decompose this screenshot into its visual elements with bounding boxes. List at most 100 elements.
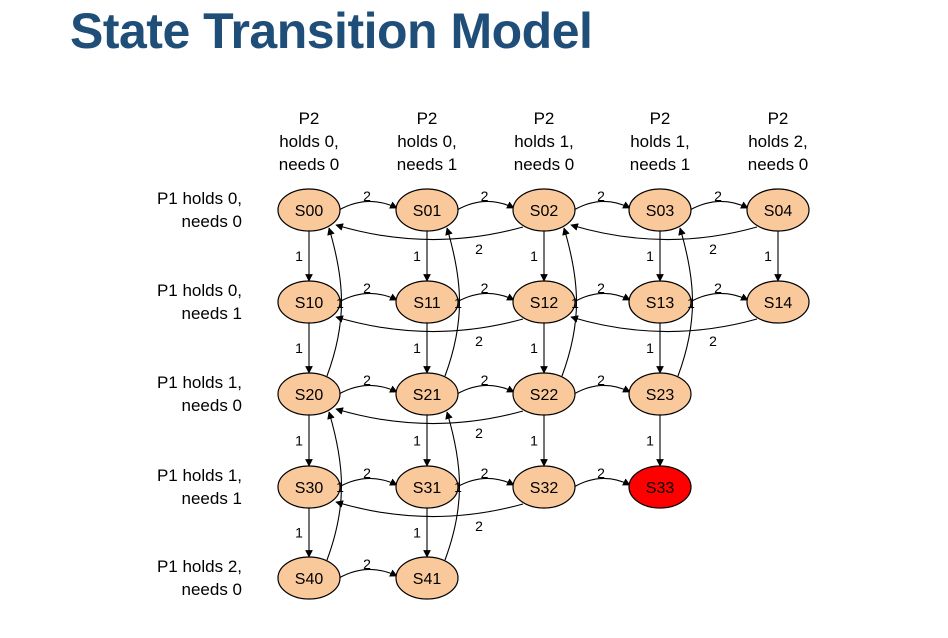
state-label-s04: S04 [764,203,793,220]
edge-label-S02-S03: 2 [597,188,605,204]
edge-S13-S14 [689,292,749,303]
edge-label-S12-S13: 2 [597,280,605,296]
edge-label-S32-S30: 2 [475,518,483,534]
edge-S04-S02 [570,223,758,241]
edge-S00-S01 [338,200,398,211]
edge-S21-S01 [444,227,460,377]
state-label-s14: S14 [764,295,793,312]
edge-S02-S00 [335,223,524,241]
edge-label-S22-S23: 2 [597,372,605,388]
edge-S03-S04 [689,200,749,211]
state-label-s31: S31 [413,480,442,497]
edge-label-S00-S10: 1 [295,248,303,264]
row-header-1-line-1: needs 1 [182,304,243,323]
state-ellipse-s02 [512,188,576,232]
column-header-1-line-0: P2 [417,109,438,128]
edge-label-S11-S21: 1 [413,340,421,356]
edge-S20-S21 [338,384,398,395]
edge-label-S20-S21: 2 [363,372,371,388]
edge-S40-S20 [326,411,342,561]
state-label-s23: S23 [646,387,675,404]
state-node-s11: S11 [395,280,459,324]
state-ellipse-s21 [395,372,459,416]
state-ellipse-s33 [628,465,692,509]
edge-label-S22-S20: 2 [475,425,483,441]
state-node-s32: S32 [512,465,576,509]
row-header-4-line-0: P1 holds 2, [157,557,242,576]
edge-S20-S00 [326,227,342,377]
state-node-s21: S21 [395,372,459,416]
state-node-s20: S20 [277,372,341,416]
row-header-2-line-0: P1 holds 1, [157,373,242,392]
state-label-s11: S11 [413,295,440,312]
edge-label-S40-S41: 2 [363,556,371,572]
state-label-s41: S41 [413,571,442,588]
state-ellipse-s10 [277,280,341,324]
state-ellipse-s14 [746,280,810,324]
state-label-s00: S00 [295,203,324,220]
edges-layer [305,200,782,579]
state-node-s10: S10 [277,280,341,324]
state-node-s02: S02 [512,188,576,232]
state-node-s22: S22 [512,372,576,416]
state-ellipse-s01 [395,188,459,232]
state-ellipse-s03 [628,188,692,232]
edge-label-S13-S23: 1 [646,340,654,356]
state-label-s33: S33 [646,480,675,497]
row-header-2-line-1: needs 0 [182,396,243,415]
edge-S40-S41 [338,568,398,579]
state-ellipse-s22 [512,372,576,416]
edge-label-S22-S32: 1 [530,433,538,449]
column-header-1-line-2: needs 1 [397,155,458,174]
edge-S11-S12 [456,292,515,303]
edge-labels-layer: 2 2 2 2 2 2 2 2 2 2 2 2 2 2 2 2 2 2 2 2 2 1 1 1 1 1 1 1 1 1 1 1 1 1 1 1 1 1 1 1… [295,188,772,572]
state-ellipse-s20 [277,372,341,416]
state-label-s40: S40 [295,571,324,588]
row-header-3-line-1: needs 1 [182,489,243,508]
column-header-4-line-1: holds 2, [748,132,808,151]
edge-label-S12-S22: 1 [530,340,538,356]
state-node-s00: S00 [277,188,341,232]
edge-label-S20-S30: 1 [295,433,303,449]
edge-S01-S02 [456,200,515,211]
edge-label-S10-S11: 2 [363,280,371,296]
column-header-3-line-2: needs 1 [630,155,691,174]
edge-label-S12-S10: 2 [475,333,483,349]
state-label-s32: S32 [530,480,559,497]
state-label-s21: S21 [413,387,442,404]
nodes-layer: S00 S01 S02 S03 S04 S10 S11 S12 S13 S14 S20 S21 S22 S… [277,188,810,600]
state-node-s14: S14 [746,280,810,324]
state-node-s23: S23 [628,372,692,416]
state-node-s30: S30 [277,465,341,509]
state-ellipse-s31 [395,465,459,509]
edge-S14-S12 [570,315,758,333]
edge-label-S21-S22: 2 [481,372,489,388]
edge-S22-S20 [335,407,524,425]
state-label-s02: S02 [530,203,559,220]
edge-label-S13-S14: 2 [714,280,722,296]
state-label-s20: S20 [295,387,324,404]
column-header-0-line-2: needs 0 [279,155,340,174]
edge-label-S30-S31: 2 [363,465,371,481]
edge-label-S41-S21: 1 [454,479,462,495]
page-title: State Transition Model [70,3,593,59]
column-header-2-line-1: holds 1, [514,132,574,151]
state-ellipse-s32 [512,465,576,509]
edge-label-S01-S02: 2 [481,188,489,204]
column-header-0-line-0: P2 [299,109,320,128]
state-label-s22: S22 [530,387,559,404]
state-ellipse-s23 [628,372,692,416]
edge-label-S00-S01: 2 [363,188,371,204]
state-label-s12: S12 [530,295,559,312]
state-node-s31: S31 [395,465,459,509]
row-header-1-line-0: P1 holds 0, [157,281,242,300]
edge-S02-S03 [573,200,631,211]
state-label-s03: S03 [646,203,675,220]
edge-label-S20-S00: 1 [336,295,344,311]
row-header-0-line-1: needs 0 [182,212,243,231]
column-header-2-line-0: P2 [534,109,555,128]
state-node-s03: S03 [628,188,692,232]
row-header-4-line-1: needs 0 [182,580,243,599]
edge-label-S14-S12: 2 [709,333,717,349]
